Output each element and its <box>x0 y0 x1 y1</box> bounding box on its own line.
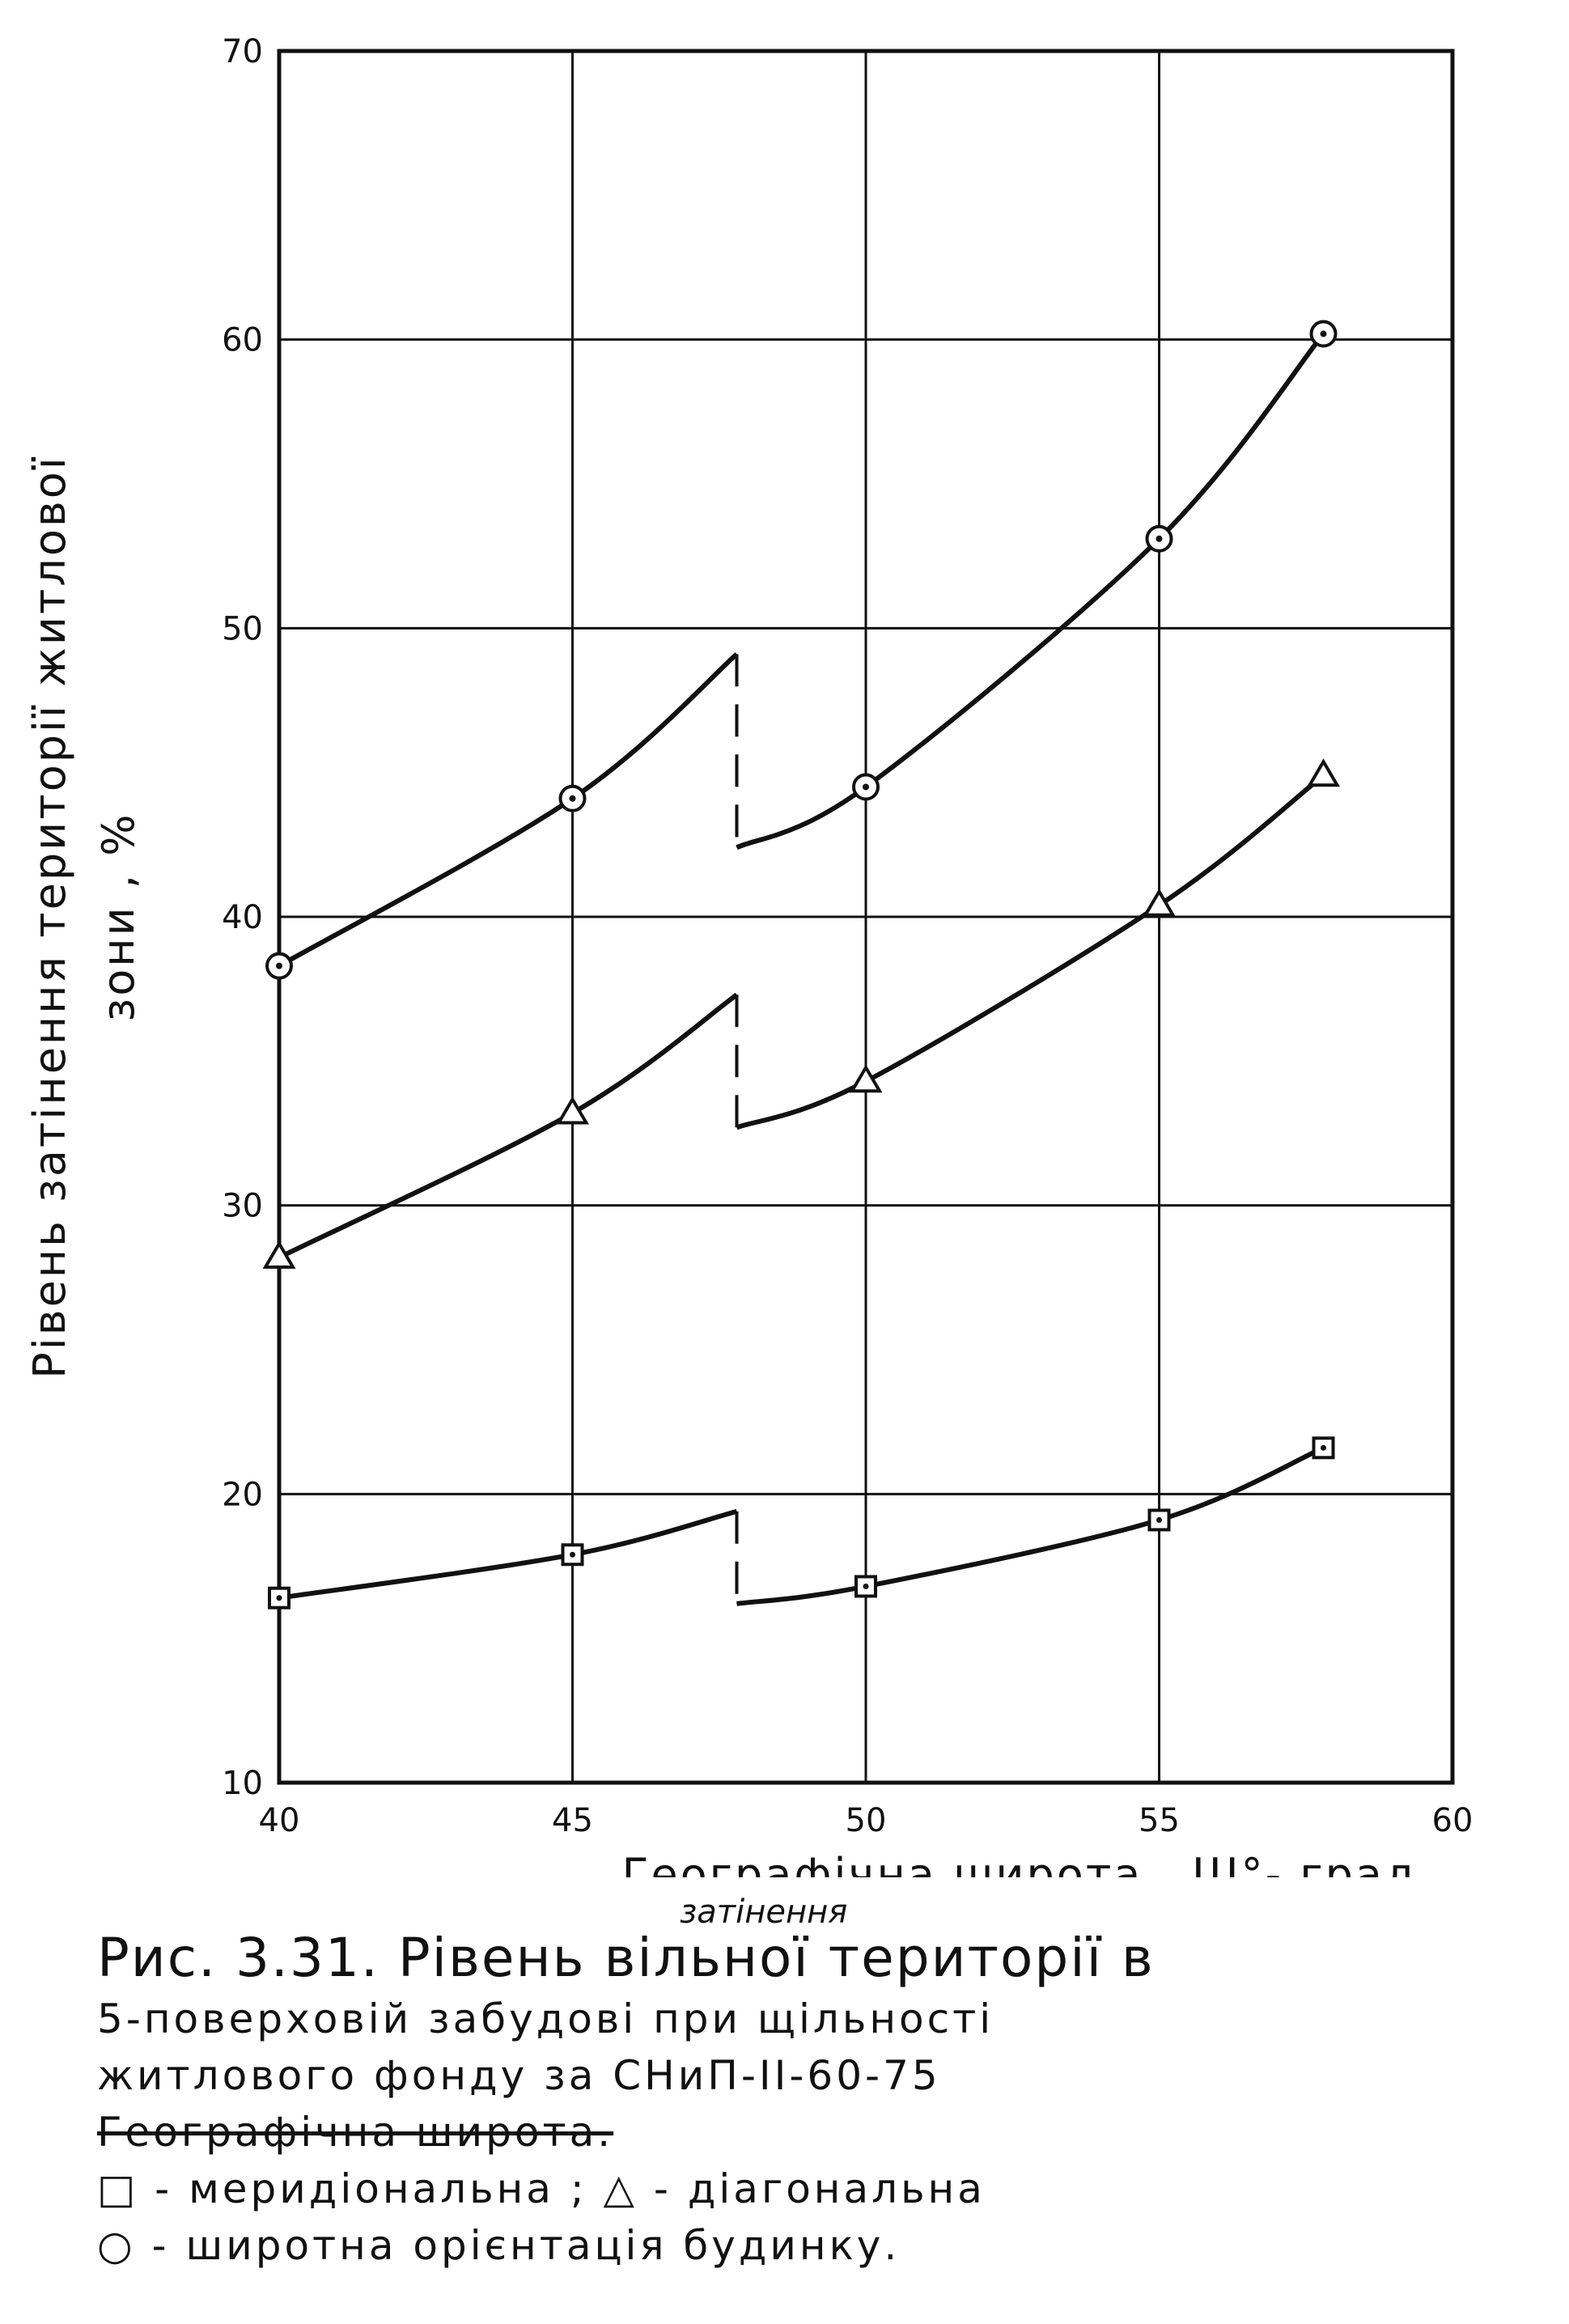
x-tick-label-55: 55 <box>1139 1802 1180 1839</box>
marker-square-2-dot <box>863 1583 869 1589</box>
x-tick-label-50: 50 <box>846 1802 887 1839</box>
caption-legend-line-2: ○ - широтна орієнтація будинку. <box>97 2222 901 2269</box>
caption-line-3: житлового фонду за СНиП-ІІ-60-75 <box>97 2052 941 2099</box>
marker-triangle-4 <box>1307 758 1340 787</box>
marker-circle-4-dot <box>1320 330 1327 337</box>
y-tick-label-70: 70 <box>222 33 263 70</box>
marker-circle-1-dot <box>569 795 576 802</box>
chart: 40 45 50 55 60 10 20 30 40 50 60 70 Географічна ши… <box>24 33 1474 1877</box>
series-square-line-right <box>736 1445 1325 1606</box>
caption-line-2: 5-поверховій забудові при щільності <box>97 1995 994 2042</box>
y-tick-label-60: 60 <box>222 322 263 359</box>
caption-line-1: Рис. 3.31. Рівень вільної території в <box>97 1927 1155 1989</box>
series-circle-line-left <box>278 652 739 969</box>
grid <box>279 51 1452 1783</box>
marker-square-3-dot <box>1156 1516 1162 1523</box>
caption-line-4-struck: Географічна широта. <box>97 2109 614 2156</box>
marker-triangle-0 <box>262 1240 296 1269</box>
series-triangle-line-left <box>278 992 739 1260</box>
marker-triangle-1 <box>556 1096 589 1125</box>
y-tick-label-20: 20 <box>222 1476 263 1513</box>
marker-square-4-dot <box>1321 1444 1326 1451</box>
marker-square-0-dot <box>276 1595 282 1601</box>
caption-legend-line-1: □ - меридіональна ; △ - діагональна <box>97 2165 986 2212</box>
x-tick-label-40: 40 <box>259 1802 300 1839</box>
y-axis-label-line1: Рівень затінення території житлової <box>24 455 75 1379</box>
y-tick-labels: 10 20 30 40 50 60 70 <box>222 33 263 1802</box>
series-circle-line-right <box>736 332 1325 850</box>
x-tick-label-60: 60 <box>1432 1802 1474 1839</box>
marker-square-1-dot <box>570 1551 575 1558</box>
series-triangle-line-right <box>736 773 1325 1130</box>
x-axis-label: Географічна широта , Ш°- град. <box>621 1849 1433 1877</box>
y-tick-label-40: 40 <box>222 899 263 936</box>
series-square-line-left <box>278 1508 738 1601</box>
caption-insert-note: затінення <box>680 1894 848 1931</box>
marker-circle-2-dot <box>863 783 869 791</box>
x-tick-labels: 40 45 50 55 60 <box>259 1802 1474 1839</box>
x-tick-label-45: 45 <box>552 1802 593 1839</box>
figure-caption: Рис. 3.31. Рівень вільної території в 5-… <box>97 1926 1521 2274</box>
y-axis-label-line2: зони , % <box>93 812 144 1022</box>
marker-circle-3-dot <box>1156 535 1163 542</box>
marker-circle-0-dot <box>276 962 282 969</box>
marker-triangle-2 <box>849 1064 883 1093</box>
marker-triangle-3 <box>1143 888 1176 917</box>
y-tick-label-30: 30 <box>222 1188 263 1225</box>
y-tick-label-50: 50 <box>222 610 263 647</box>
y-tick-label-10: 10 <box>222 1765 263 1802</box>
markers-group <box>262 320 1340 1609</box>
series-group <box>278 332 1325 1606</box>
